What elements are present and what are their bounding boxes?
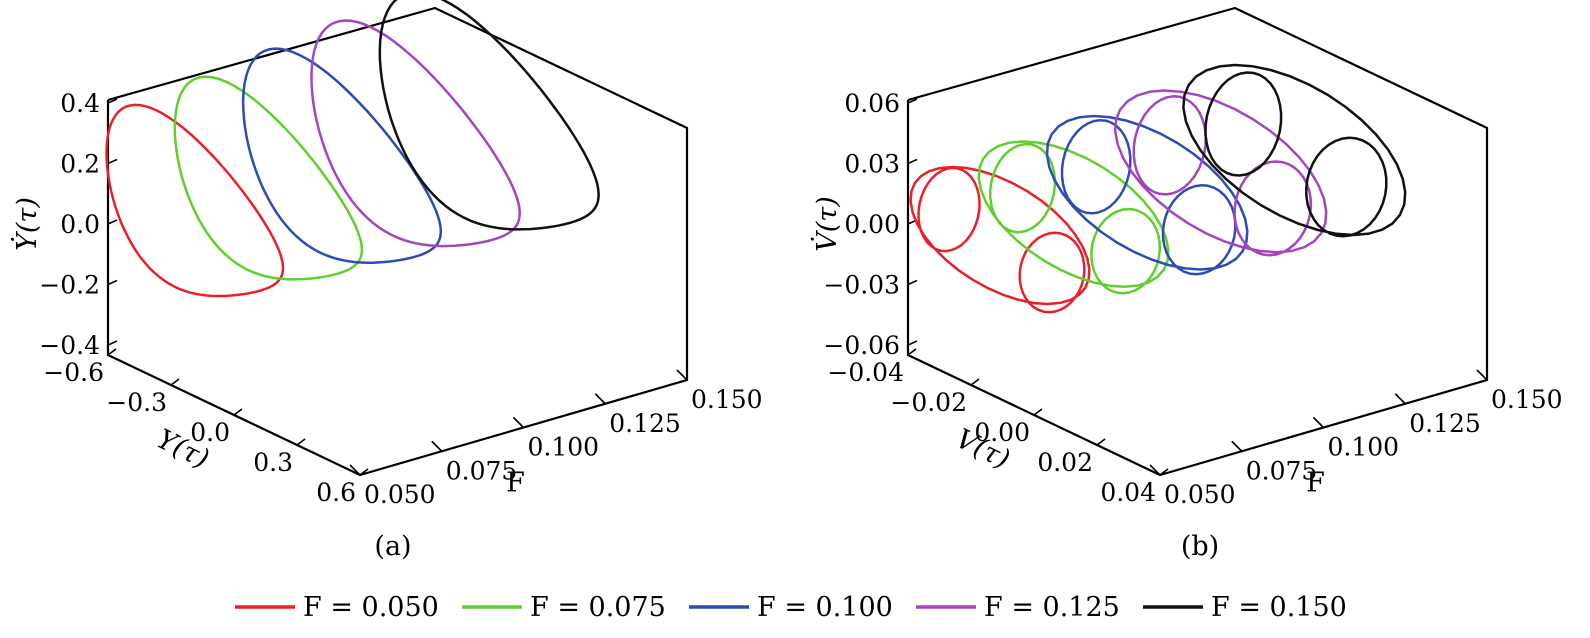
legend-label: F = 0.050 (303, 592, 439, 623)
depth-tick-label: 0.02 (1037, 448, 1093, 477)
vertical-tick-label: 0.2 (60, 150, 100, 179)
vertical-tick (107, 219, 118, 225)
legend: F = 0.050 F = 0.075 F = 0.100 F = 0.125 F = … (235, 592, 1347, 623)
f-tick-label: 0.075 (1246, 456, 1318, 485)
vertical-tick (907, 158, 918, 165)
series-curve-f0150 (378, 0, 600, 231)
series-curve-f0100 (1045, 114, 1249, 276)
panel-b: 0.060.030.00−0.03−0.06V̇(τ)−0.04−0.020.0… (810, 6, 1563, 562)
series-curve-f0125 (310, 19, 521, 248)
f-tick-label: 0.150 (1491, 385, 1563, 414)
depth-tick-label: −0.02 (890, 388, 967, 417)
depth-tick (359, 468, 369, 476)
vertical-tick-label: −0.03 (823, 271, 900, 300)
series-curve-f0050 (105, 103, 285, 298)
panel-caption: (b) (1181, 531, 1219, 562)
depth-tick-label: −0.6 (43, 358, 104, 387)
f-tick-label: 0.150 (691, 385, 763, 414)
f-tick (1149, 464, 1161, 476)
vertical-tick-label: 0.06 (844, 89, 900, 118)
f-axis-label: F (1306, 468, 1325, 499)
depth-tick (907, 348, 917, 356)
vertical-axis-label: V̇(τ) (810, 196, 843, 252)
f-tick-label: 0.100 (528, 433, 600, 462)
vertical-tick (907, 340, 918, 346)
depth-tick (1159, 468, 1169, 476)
series-curve-f0125 (1113, 89, 1328, 257)
vertical-tick-label: −0.4 (39, 331, 100, 360)
depth-tick (970, 378, 980, 386)
series-curve-f0075 (977, 140, 1170, 295)
f-tick (676, 369, 688, 381)
panel-a: 0.40.20.0−0.2−0.4Ẏ(τ)−0.6−0.30.00.30.6Y(… (10, 0, 763, 562)
vertical-tick (107, 158, 118, 165)
vertical-tick (907, 98, 918, 104)
f-tick-label: 0.075 (446, 456, 518, 485)
f-axis-label: F (506, 468, 525, 499)
f-tick (1231, 440, 1243, 452)
depth-tick-label: 0.00 (974, 418, 1030, 447)
depth-tick (1096, 438, 1106, 446)
f-tick-label: 0.050 (1164, 480, 1236, 509)
vertical-tick-label: 0.00 (844, 210, 900, 239)
f-tick-label: 0.100 (1328, 433, 1400, 462)
series-curve-f0150 (1182, 63, 1407, 238)
f-tick (349, 464, 361, 476)
depth-tick-label: 0.04 (1100, 478, 1156, 507)
series-curve-f0075 (173, 75, 364, 281)
vertical-tick-label: 0.4 (60, 89, 100, 118)
f-tick-label: 0.050 (364, 480, 436, 509)
depth-tick (233, 408, 243, 416)
legend-label: F = 0.150 (1211, 592, 1347, 623)
depth-tick (107, 348, 117, 356)
depth-tick (170, 378, 180, 386)
depth-tick-label: −0.3 (106, 388, 167, 417)
depth-tick (1033, 408, 1043, 416)
f-tick (594, 393, 606, 405)
legend-label: F = 0.125 (984, 592, 1120, 623)
f-tick (1394, 393, 1406, 405)
axes-box (906, 6, 1489, 477)
panel-caption: (a) (374, 531, 411, 562)
vertical-tick (107, 279, 118, 286)
depth-tick-label: 0.3 (253, 448, 293, 477)
vertical-tick (107, 98, 118, 104)
legend-label: F = 0.100 (757, 592, 893, 623)
f-tick-label: 0.125 (1409, 409, 1481, 438)
series-curve-f0050 (909, 165, 1091, 314)
f-tick (1476, 369, 1488, 381)
depth-tick-label: 0.6 (316, 478, 356, 507)
depth-tick-label: −0.04 (827, 358, 904, 387)
depth-tick (296, 438, 306, 446)
legend-label: F = 0.075 (530, 592, 666, 623)
vertical-tick-label: −0.06 (823, 331, 900, 360)
vertical-tick-label: 0.03 (844, 150, 900, 179)
vertical-axis-label: Ẏ(τ) (10, 197, 43, 251)
f-tick (1312, 416, 1325, 429)
depth-tick-label: 0.0 (190, 418, 230, 447)
vertical-tick-label: −0.2 (39, 271, 100, 300)
vertical-tick (907, 279, 918, 286)
vertical-tick-label: 0.0 (60, 210, 100, 239)
f-tick-label: 0.125 (609, 409, 681, 438)
f-tick (431, 440, 443, 452)
f-tick (512, 416, 525, 429)
series-curve-f0100 (241, 47, 443, 264)
vertical-tick (107, 340, 118, 346)
